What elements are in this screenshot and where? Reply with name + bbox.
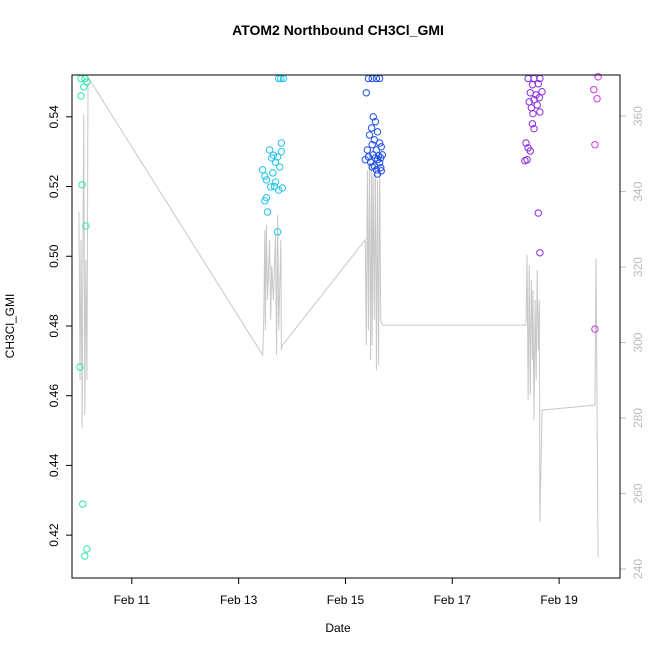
x-tick-label: Feb 11 — [114, 593, 151, 607]
y-axis-label: CH3Cl_GMI — [3, 294, 17, 359]
data-point — [373, 128, 382, 136]
data-point — [593, 95, 601, 103]
data-point — [377, 143, 385, 151]
data-point — [371, 118, 380, 126]
data-point — [536, 108, 544, 116]
data-point — [76, 363, 84, 371]
plot-frame — [71, 74, 621, 579]
data-point — [526, 147, 534, 155]
data-point — [377, 164, 385, 172]
data-point — [261, 197, 269, 205]
data-point — [375, 139, 384, 147]
data-point — [371, 154, 380, 162]
data-point — [271, 178, 280, 186]
data-point — [265, 146, 274, 154]
chart-title: ATOM2 Northbound CH3Cl_GMI — [232, 22, 444, 38]
data-point — [262, 176, 271, 184]
data-point — [538, 88, 546, 96]
data-point — [368, 141, 376, 149]
data-point — [273, 228, 282, 236]
data-point — [535, 93, 544, 102]
data-point — [530, 124, 538, 133]
y-tick-label: 0.54 — [47, 105, 61, 129]
y2-tick-label: 320 — [631, 257, 645, 277]
y2-tick-label: 280 — [631, 408, 645, 428]
data-point — [277, 139, 286, 147]
y2-tick-label: 240 — [631, 559, 645, 579]
data-point — [529, 109, 537, 118]
data-point — [363, 146, 372, 154]
y-tick-label: 0.50 — [47, 244, 61, 268]
data-point — [375, 159, 384, 167]
data-point — [278, 184, 287, 192]
data-point — [367, 124, 376, 132]
y2-tick-label: 340 — [631, 181, 645, 201]
data-line — [78, 75, 599, 557]
data-point — [273, 153, 282, 161]
data-point — [591, 325, 599, 333]
data-point — [83, 545, 91, 553]
data-point — [263, 208, 272, 216]
y2-tick-label: 260 — [631, 483, 645, 503]
data-point — [362, 89, 370, 97]
data-point — [373, 170, 382, 178]
data-point — [528, 120, 537, 128]
y-tick-label: 0.48 — [47, 314, 61, 338]
y-tick-label: 0.42 — [47, 523, 61, 547]
data-point — [370, 136, 379, 144]
data-point — [522, 139, 530, 147]
data-point — [534, 209, 542, 217]
x-tick-label: Feb 13 — [220, 593, 258, 607]
data-point — [591, 141, 599, 149]
data-point — [270, 182, 279, 191]
y2-tick-label: 360 — [631, 106, 645, 126]
data-point — [266, 183, 275, 191]
y-tick-label: 0.44 — [47, 453, 61, 477]
data-point — [594, 73, 602, 81]
data-point — [368, 163, 376, 171]
data-point — [78, 181, 86, 189]
x-axis-label: Date — [325, 621, 351, 635]
x-tick-label: Feb 17 — [434, 593, 472, 607]
x-tick-label: Feb 19 — [540, 593, 578, 607]
data-point — [590, 85, 598, 94]
data-point — [365, 131, 374, 139]
data-point — [534, 80, 542, 88]
data-point — [82, 222, 90, 230]
y2-tick-label: 300 — [631, 332, 645, 352]
data-point — [369, 113, 377, 121]
data-point — [521, 157, 529, 165]
data-point — [77, 92, 85, 100]
y-tick-label: 0.46 — [47, 384, 61, 408]
x-tick-label: Feb 15 — [327, 593, 365, 607]
data-point — [269, 151, 278, 159]
data-point — [258, 166, 267, 174]
data-point — [78, 500, 87, 508]
y-tick-label: 0.52 — [47, 175, 61, 199]
data-point — [536, 249, 544, 257]
data-point — [80, 83, 88, 91]
data-point — [276, 163, 284, 171]
data-point — [261, 172, 269, 180]
data-point — [533, 101, 541, 109]
data-point — [277, 147, 286, 156]
data-point — [378, 151, 387, 159]
data-point — [366, 158, 375, 166]
data-point — [81, 552, 89, 560]
data-point — [269, 169, 277, 177]
